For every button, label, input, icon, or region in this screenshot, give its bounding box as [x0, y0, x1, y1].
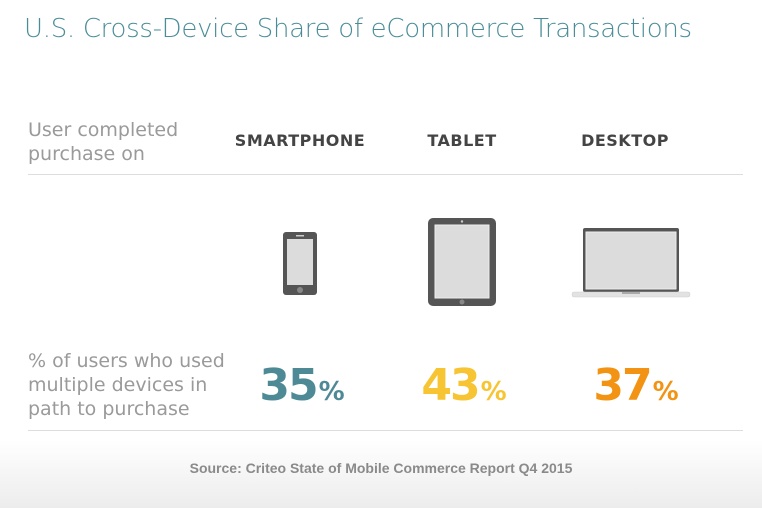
divider-top [28, 174, 743, 175]
value-desktop: 37% [556, 360, 716, 411]
header-smartphone: SMARTPHONE [234, 131, 366, 150]
value-smartphone-unit: % [318, 377, 345, 407]
divider-bottom [28, 430, 743, 431]
header-tablet: TABLET [427, 131, 497, 150]
page-title: U.S. Cross-Device Share of eCommerce Tra… [24, 14, 692, 44]
smartphone-icon [283, 232, 317, 295]
value-desktop-unit: % [652, 377, 679, 407]
source-note: Source: Criteo State of Mobile Commerce … [189, 460, 573, 476]
value-tablet: 43% [384, 360, 544, 411]
tablet-icon [428, 218, 496, 306]
laptop-icon [571, 228, 691, 298]
value-smartphone-number: 35 [259, 360, 318, 411]
value-desktop-number: 37 [593, 360, 652, 411]
value-smartphone: 35% [222, 360, 382, 411]
row-label-multi-device: % of users who used multiple devices in … [28, 350, 225, 420]
header-desktop: DESKTOP [581, 131, 669, 150]
value-tablet-unit: % [480, 377, 507, 407]
value-tablet-number: 43 [421, 360, 480, 411]
row-label-device: User completed purchase on [28, 119, 179, 165]
